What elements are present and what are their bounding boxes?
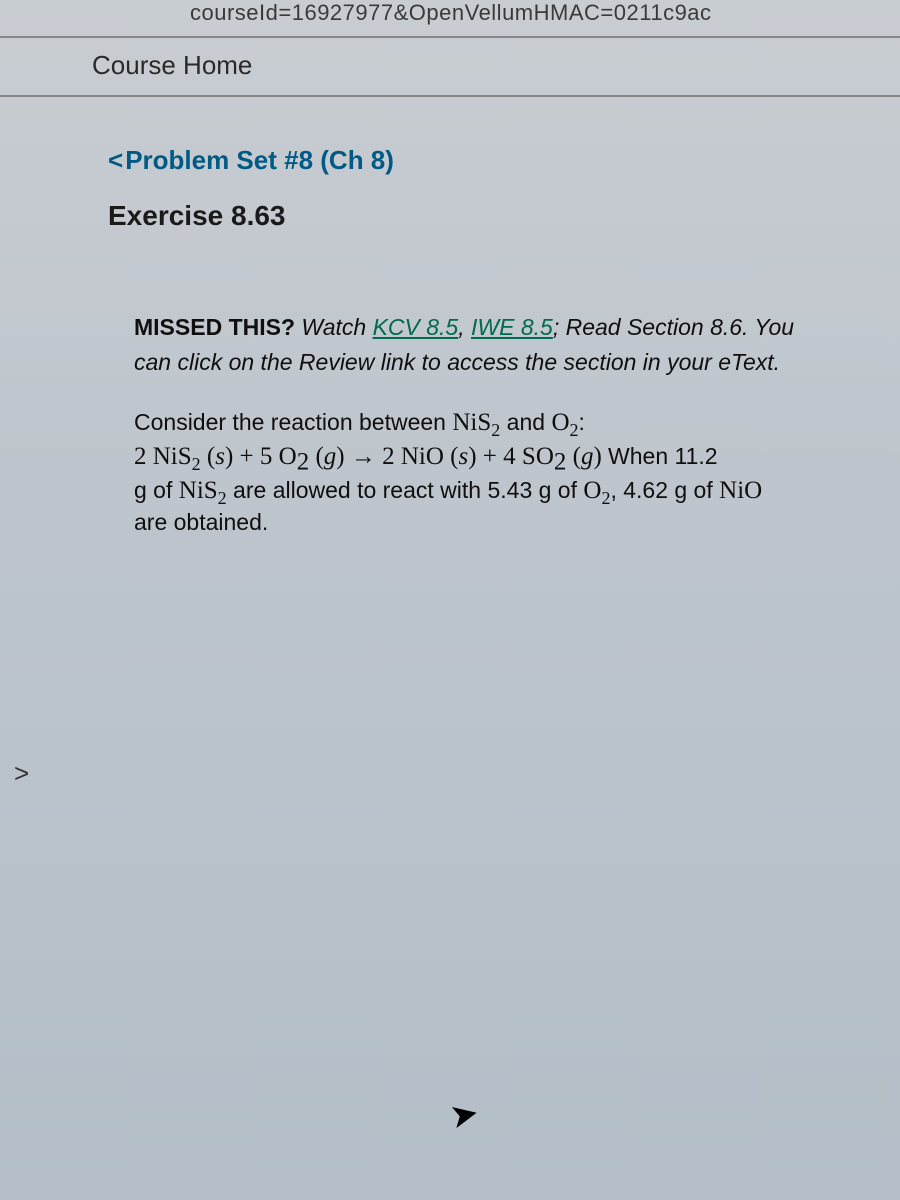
sep-comma: ,: [458, 314, 471, 340]
eq-p2: ) + 5 O: [225, 443, 297, 470]
watch-text: Watch: [295, 314, 373, 340]
pt-3: :: [579, 409, 585, 435]
eq-arrow: ) → 2 NiO (: [336, 443, 458, 470]
missed-this-line: MISSED THIS? Watch KCV 8.5, IWE 8.5; Rea…: [134, 312, 850, 343]
o2-b: O2: [583, 477, 610, 504]
eq-p4: ) + 4 SO: [468, 443, 554, 470]
tail-4: , 4.62 g of: [610, 477, 719, 503]
state-s1: s: [215, 443, 225, 470]
eq-p6: ): [593, 443, 608, 470]
pt-2: and: [500, 409, 551, 435]
nis2-b: NiS2: [179, 477, 227, 504]
problem-box: MISSED THIS? Watch KCV 8.5, IWE 8.5; Rea…: [108, 312, 860, 538]
chevron-left-icon: <: [108, 145, 123, 175]
eq-p1: (: [201, 443, 216, 470]
nio: NiO: [719, 477, 762, 504]
nis2-a: NiS2: [452, 409, 500, 436]
pt-1: Consider the reaction between: [134, 409, 452, 435]
state-g1: g: [324, 443, 337, 470]
missed-label: MISSED THIS?: [134, 314, 295, 340]
tail-5: are obtained.: [134, 509, 268, 535]
o2-a: O2: [551, 409, 578, 436]
state-g2: g: [581, 443, 594, 470]
back-link-label: Problem Set #8 (Ch 8): [125, 145, 394, 175]
mouse-cursor-icon: ➤: [446, 1092, 482, 1137]
kcv-link[interactable]: KCV 8.5: [373, 314, 459, 340]
problem-statement: Consider the reaction between NiS2 and O…: [134, 406, 850, 538]
read-text: ; Read Section 8.6. You: [553, 314, 794, 340]
iwe-link[interactable]: IWE 8.5: [471, 314, 553, 340]
top-nav: Course Home: [0, 36, 900, 97]
review-note: can click on the Review link to access t…: [134, 347, 850, 378]
url-fragment: courseId=16927977&OpenVellumHMAC=0211c9a…: [0, 0, 900, 36]
main-content: <Problem Set #8 (Ch 8) Exercise 8.63 MIS…: [0, 97, 900, 538]
tail-2: g of: [134, 477, 179, 503]
chevron-right-icon[interactable]: >: [14, 758, 29, 789]
course-home-link[interactable]: Course Home: [92, 50, 252, 80]
state-s2: s: [459, 443, 469, 470]
tail-1: When 11.2: [608, 443, 718, 469]
eq-p3: (: [309, 443, 324, 470]
eq-p5: (: [566, 443, 581, 470]
tail-3: are allowed to react with 5.43 g of: [227, 477, 584, 503]
back-link[interactable]: <Problem Set #8 (Ch 8): [108, 145, 394, 176]
eq-nis2: 2 NiS2: [134, 443, 201, 470]
exercise-title: Exercise 8.63: [108, 200, 860, 232]
